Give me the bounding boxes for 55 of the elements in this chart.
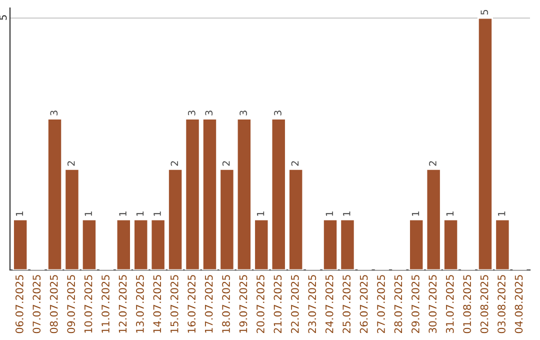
x-tick-label: 27.07.2025 bbox=[377, 275, 385, 334]
x-tick-label: 24.07.2025 bbox=[325, 275, 334, 334]
data-label: 2 bbox=[429, 161, 436, 166]
data-label: 1 bbox=[326, 212, 333, 216]
x-tick-label: 30.07.2025 bbox=[428, 275, 437, 334]
data-label: 3 bbox=[205, 110, 213, 116]
x-tick-label: 01.08.2025 bbox=[463, 275, 472, 334]
data-label: 1 bbox=[84, 212, 92, 216]
bar bbox=[12, 218, 28, 270]
x-tick-label: 07.07.2025 bbox=[32, 275, 41, 334]
data-label: 3 bbox=[240, 110, 247, 116]
x-tick-label: 10.07.2025 bbox=[84, 275, 92, 333]
data-label: 1 bbox=[343, 212, 350, 216]
data-label: 2 bbox=[222, 161, 230, 166]
x-tick-label: 11.07.2025 bbox=[102, 275, 110, 333]
x-tick-label: 18.07.2025 bbox=[222, 275, 230, 333]
data-label: 1 bbox=[412, 212, 420, 216]
x-tick-label: 26.07.2025 bbox=[360, 275, 368, 334]
bar bbox=[81, 218, 97, 270]
x-tick-label: 28.07.2025 bbox=[394, 275, 402, 334]
data-label: 1 bbox=[498, 212, 506, 216]
x-tick-label: 15.07.2025 bbox=[170, 275, 178, 333]
data-label: 5 bbox=[480, 10, 488, 15]
x-tick-label: 29.07.2025 bbox=[412, 275, 420, 334]
data-label: 3 bbox=[50, 110, 58, 116]
x-tick-label: 20.07.2025 bbox=[256, 275, 264, 334]
x-tick-label: 04.08.2025 bbox=[514, 275, 523, 334]
x-tick-label: 31.07.2025 bbox=[446, 275, 454, 334]
data-label: 3 bbox=[188, 110, 196, 116]
data-label: 2 bbox=[291, 161, 299, 166]
data-label: 2 bbox=[67, 161, 75, 166]
x-tick-label: 02.08.2025 bbox=[480, 275, 488, 334]
data-label: 1 bbox=[16, 212, 24, 216]
x-tick-label: 09.07.2025 bbox=[67, 275, 76, 334]
x-tick-label: 23.07.2025 bbox=[308, 275, 316, 334]
x-tick-label: 16.07.2025 bbox=[188, 275, 196, 333]
bar bbox=[408, 218, 424, 270]
data-label: 1 bbox=[446, 212, 454, 216]
x-tick-label: 06.07.2025 bbox=[15, 275, 24, 334]
data-label: 1 bbox=[256, 212, 264, 216]
data-label: 2 bbox=[170, 161, 178, 166]
x-tick-label: 13.07.2025 bbox=[136, 275, 144, 333]
x-tick-label: 12.07.2025 bbox=[118, 275, 127, 333]
x-tick-label: 08.07.2025 bbox=[50, 275, 58, 334]
data-label: 1 bbox=[119, 212, 126, 216]
x-tick-label: 19.07.2025 bbox=[239, 275, 248, 333]
x-tick-label: 21.07.2025 bbox=[274, 275, 282, 334]
x-tick-label: 03.08.2025 bbox=[498, 275, 506, 334]
data-label: 1 bbox=[136, 212, 144, 216]
data-label: 1 bbox=[154, 212, 161, 216]
data-label: 3 bbox=[274, 110, 282, 116]
x-tick-label: 14.07.2025 bbox=[153, 275, 162, 333]
x-tick-label: 25.07.2025 bbox=[342, 275, 351, 334]
x-tick-label: 17.07.2025 bbox=[204, 275, 213, 333]
x-tick-label: 22.07.2025 bbox=[290, 275, 299, 334]
